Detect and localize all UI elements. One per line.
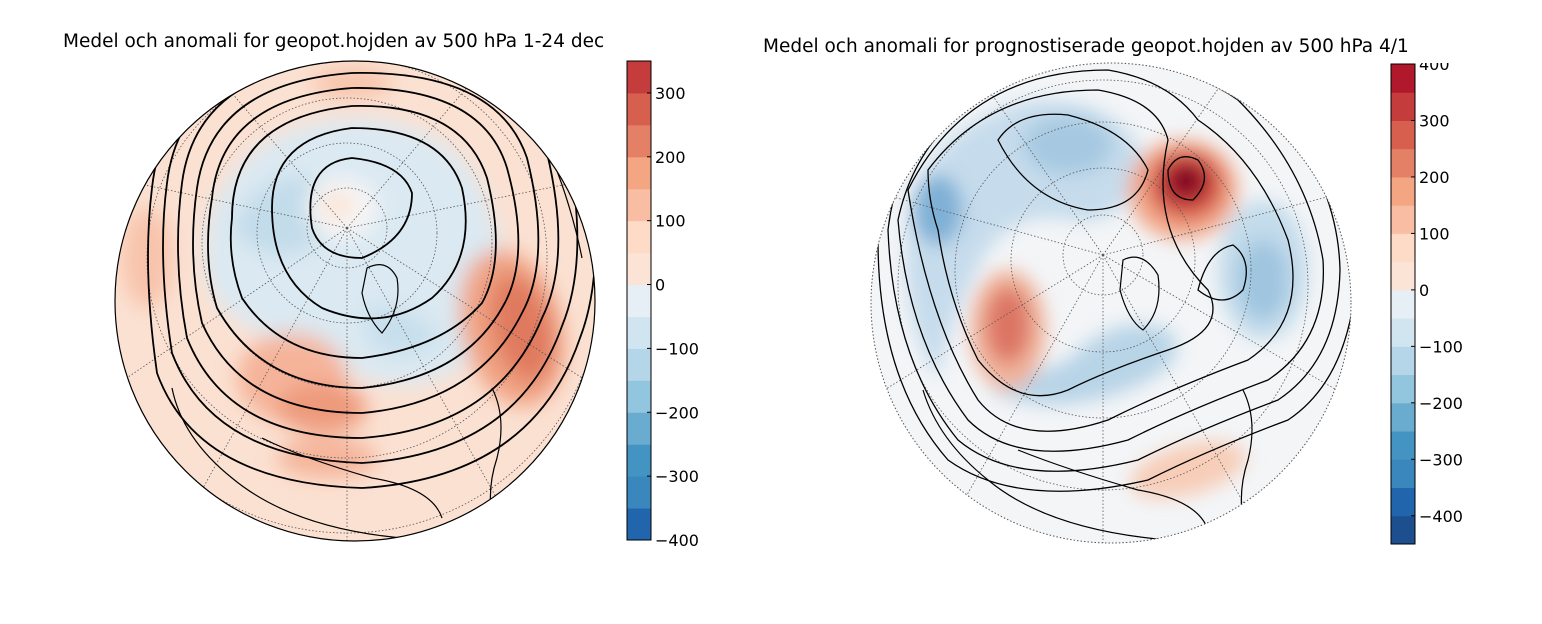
colorbar-segment [627, 316, 651, 349]
colorbar-tick-label: 100 [1419, 224, 1450, 243]
colorbar-segment [627, 92, 651, 126]
colorbar-segment [627, 444, 651, 477]
colorbar-segment [627, 61, 651, 94]
colorbar-tick-label: −300 [1419, 450, 1463, 469]
anomaly-region [1023, 115, 1113, 175]
anomaly-region [1174, 169, 1198, 191]
colorbar-segment [627, 380, 651, 413]
colorbar-segment [627, 476, 651, 509]
colorbar-segment [1391, 176, 1415, 206]
colorbar-tick-label: −300 [655, 467, 699, 486]
colorbar-segment [627, 156, 651, 190]
map-border-left [114, 60, 596, 542]
colorbar-segment [627, 412, 651, 445]
colorbar-segment [627, 188, 651, 222]
colorbar-segment [1391, 515, 1415, 545]
colorbar-segment [1391, 459, 1415, 489]
anomaly-region [232, 176, 327, 255]
coastlines-right [922, 256, 1253, 541]
colorbar-tick-label: −200 [655, 403, 699, 422]
colorbar-segment [1391, 92, 1415, 121]
colorbar-segment [1391, 318, 1415, 347]
colorbar-tick-label: 200 [1419, 168, 1450, 187]
colorbar-tick-label: −400 [655, 531, 699, 550]
colorbar-tick-label: −200 [1419, 394, 1463, 413]
colorbar-segment [627, 124, 651, 158]
anomaly-region [1238, 240, 1288, 320]
anomaly-region [277, 438, 377, 478]
map-border-right [870, 62, 1352, 544]
height-contours-left [147, 61, 595, 489]
colorbar-segment [1391, 346, 1415, 376]
colorbar-segment [627, 508, 651, 541]
colorbar-left: 300 200 100 0 −100 −200 −300 −400 [626, 60, 699, 550]
colorbar-tick-label: 200 [655, 148, 686, 167]
colorbar-segment [627, 284, 651, 317]
colorbar-tick-label: 100 [655, 212, 686, 231]
colorbar-tick-label: 400 [1419, 63, 1450, 74]
graticule-right [871, 63, 1351, 543]
colorbar-segment [1391, 233, 1415, 263]
colorbar-segment [1391, 205, 1415, 234]
colorbar-tick-label: 300 [655, 84, 686, 103]
chart-title-right: Medel och anomali for prognostiserade ge… [763, 36, 1409, 57]
colorbar-tick-label: 0 [1419, 281, 1429, 300]
colorbar-segment [1391, 402, 1415, 432]
colorbar-tick-label: −400 [1419, 507, 1463, 526]
colorbar-segment [1391, 64, 1415, 93]
anomaly-region [122, 208, 172, 308]
colorbar-segment [1391, 261, 1415, 291]
colorbar-segment [1391, 148, 1415, 178]
anomaly-region [1129, 441, 1247, 499]
colorbar-tick-label: 300 [1419, 111, 1450, 130]
colorbar-segment [1391, 289, 1415, 319]
chart-title-left: Medel och anomali for geopot.hojden av 5… [63, 31, 605, 52]
colorbar-segment [627, 220, 651, 254]
height-contours-right [877, 63, 1351, 492]
colorbar-border [626, 60, 652, 541]
colorbar-border [1390, 63, 1416, 545]
anomaly-region [277, 383, 367, 433]
colorbar-segment [627, 348, 651, 381]
anomaly-region [913, 175, 963, 245]
colorbar-segment [627, 252, 651, 286]
colorbar-tick-label: −100 [1419, 337, 1463, 356]
anomaly-region [988, 324, 1177, 405]
colorbar-tick-label: 0 [655, 276, 665, 295]
colorbar-right: 400 300 200 100 0 −100 −200 −300 −400 [1390, 63, 1463, 545]
anomaly-map-right [870, 62, 1352, 544]
colorbar-segment [1391, 431, 1415, 460]
anomaly-region [986, 287, 1030, 363]
colorbar-segment [1391, 487, 1415, 517]
colorbar-segment [1391, 120, 1415, 150]
colorbar-tick-label: −100 [655, 339, 699, 358]
anomaly-region [319, 191, 355, 221]
colorbar-segment [1391, 374, 1415, 404]
anomaly-map-left [114, 60, 596, 542]
